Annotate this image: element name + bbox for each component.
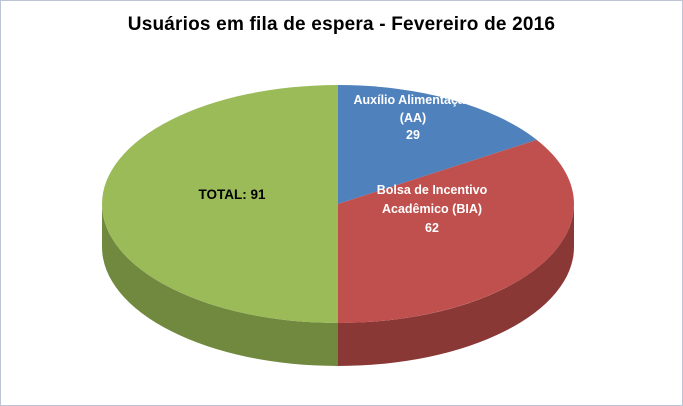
slice-label-bia: Bolsa de Incentivo Acadêmico (BIA) 62 (327, 181, 537, 238)
slice-label-aa-value: 29 (406, 128, 420, 142)
pie-slice-2-side (102, 204, 338, 366)
slice-label-bia-line1: Bolsa de Incentivo (376, 183, 488, 197)
pie-slice-1-side (338, 204, 574, 366)
chart-title: Usuários em fila de espera - Fevereiro d… (127, 14, 556, 35)
slice-label-aa: Auxílio Alimentação (AA) 29 (330, 92, 496, 145)
slice-label-bia-value: 62 (425, 221, 439, 235)
pie-slice-1-top (338, 139, 574, 323)
pie-slice-0-top (338, 85, 537, 204)
total-label: TOTAL: 91 (198, 187, 266, 202)
slice-label-aa-line2: (AA) (399, 110, 427, 125)
slice-label-bia-line2: Acadêmico (BIA) (381, 202, 483, 216)
pie-slice-2-top (102, 85, 338, 323)
slice-label-aa-line1: Auxílio Alimentação (353, 93, 473, 107)
